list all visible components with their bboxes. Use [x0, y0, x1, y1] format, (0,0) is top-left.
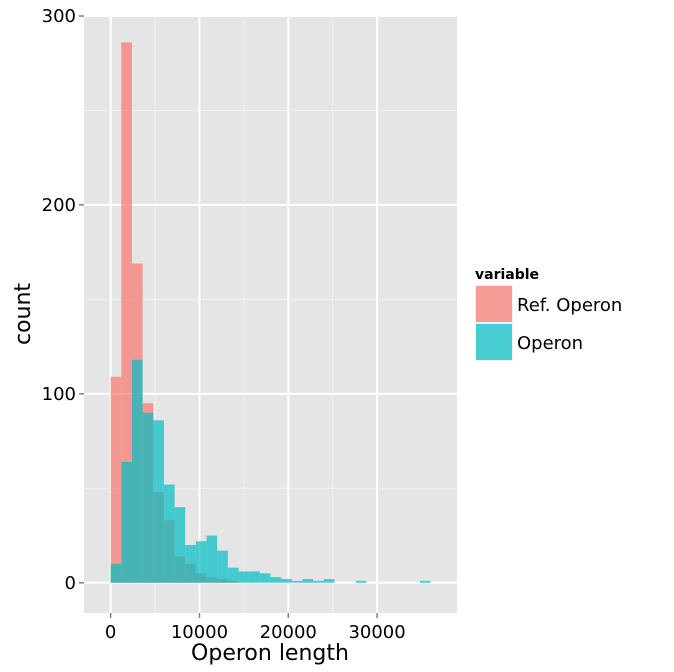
- bar-operon: [142, 412, 154, 583]
- bar-operon: [323, 578, 335, 583]
- bar-operon: [313, 580, 324, 583]
- legend-swatch: [476, 286, 512, 322]
- bar-ref-operon: [121, 42, 132, 583]
- bar-operon: [185, 544, 196, 583]
- bar-operon: [227, 567, 239, 583]
- bar-operon: [419, 580, 431, 583]
- bar-operon: [110, 563, 122, 583]
- legend-label: Ref. Operon: [517, 295, 622, 316]
- x-axis-title: Operon length: [191, 641, 349, 666]
- bar-operon: [259, 573, 271, 583]
- bar-operon: [281, 578, 292, 583]
- legend-swatch: [476, 324, 512, 360]
- bar-operon: [153, 420, 164, 583]
- bar-operon: [131, 359, 143, 583]
- legend-label: Operon: [517, 333, 583, 354]
- bar-ref-operon: [110, 376, 122, 583]
- legend: variable Ref. Operon Operon: [475, 267, 622, 361]
- bar-operon: [217, 550, 228, 583]
- x-tick-label: 0: [105, 622, 116, 643]
- bar-operon: [291, 580, 303, 583]
- bar-operon: [355, 580, 367, 583]
- x-tick-label: 20000: [260, 622, 317, 643]
- y-tick-label: 200: [42, 195, 76, 216]
- bar-operon: [249, 571, 260, 583]
- histogram-bars: [110, 42, 431, 583]
- bar-operon: [206, 535, 218, 583]
- y-axis-title: count: [11, 283, 36, 345]
- y-tick-label: 100: [42, 384, 76, 405]
- bar-operon: [163, 484, 175, 583]
- x-tick-label: 10000: [171, 622, 228, 643]
- bar-operon: [195, 541, 207, 583]
- bar-operon: [121, 461, 132, 583]
- x-axis: 0 10000 20000 30000: [105, 613, 406, 643]
- y-tick-label: 0: [65, 573, 76, 594]
- bar-operon: [174, 507, 186, 583]
- bar-operon: [270, 577, 282, 583]
- legend-items: Ref. Operon Operon: [475, 285, 622, 361]
- legend-title: variable: [475, 267, 539, 283]
- bar-operon: [238, 571, 250, 583]
- y-axis: 0 100 200 300: [42, 6, 84, 594]
- bar-operon: [302, 578, 314, 583]
- x-tick-label: 30000: [348, 622, 405, 643]
- y-tick-label: 300: [42, 6, 76, 27]
